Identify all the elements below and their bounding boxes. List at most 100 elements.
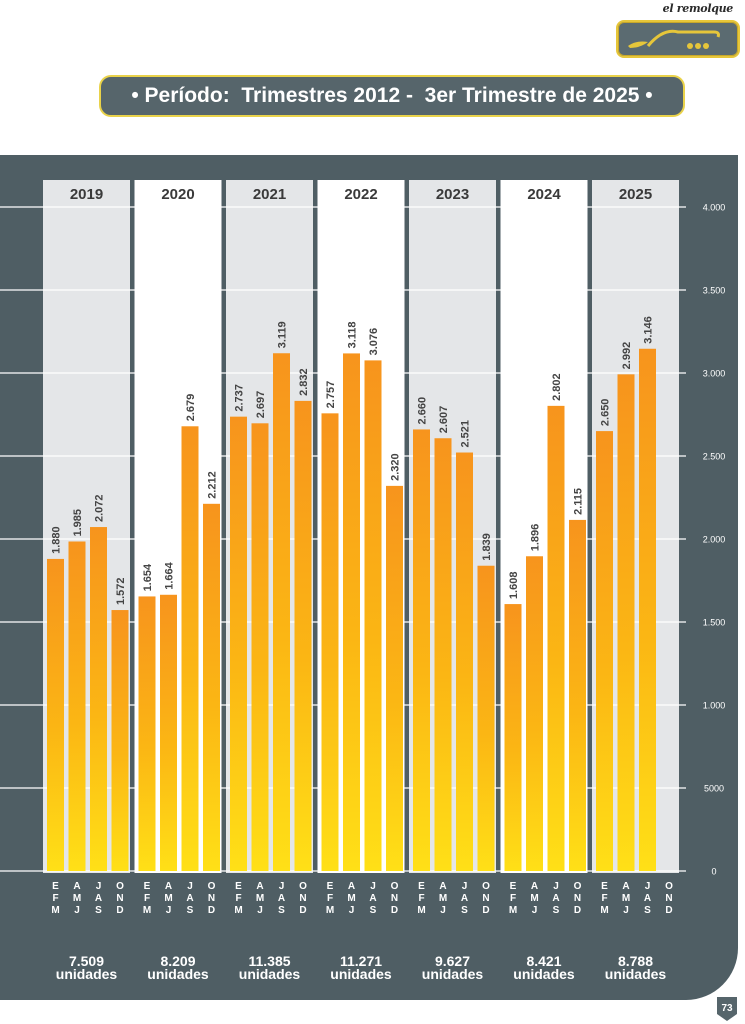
quarter-label: A: [256, 881, 263, 892]
bar-value-label: 1.572: [115, 578, 127, 606]
year-total-value: 7.509: [69, 953, 104, 969]
bar: [294, 400, 312, 871]
quarter-label: J: [440, 905, 446, 916]
bar-value-label: 2.115: [573, 488, 585, 515]
quarter-label: E: [235, 881, 242, 892]
bar: [321, 413, 339, 871]
quarter-label: A: [622, 881, 629, 892]
quarter-label: F: [601, 893, 607, 904]
quarter-label: A: [278, 893, 285, 904]
bar: [504, 604, 522, 871]
year-label: 2020: [161, 186, 194, 203]
bar-value-label: 3.146: [643, 316, 655, 344]
quarter-label: E: [52, 881, 59, 892]
quarter-label: F: [235, 893, 241, 904]
bar: [596, 431, 613, 871]
bar: [526, 556, 543, 871]
bar: [47, 558, 64, 871]
bar-value-label: 2.737: [234, 384, 246, 412]
page-number: 73: [721, 1003, 733, 1014]
y-tick-label: 3.000: [703, 369, 726, 379]
quarter-label: E: [418, 881, 425, 892]
bar: [434, 438, 452, 871]
quarter-label: M: [347, 893, 355, 904]
bar: [68, 541, 86, 871]
bar-value-label: 3.076: [368, 328, 380, 356]
year-total-unit: unidades: [147, 966, 209, 982]
y-tick-label: 1.000: [703, 701, 726, 711]
year-total-value: 8.209: [160, 953, 195, 969]
bar: [181, 426, 199, 871]
quarter-label: M: [622, 893, 630, 904]
quarter-label: D: [299, 905, 306, 916]
quarter-label: J: [257, 905, 263, 916]
quarter-label: A: [439, 881, 446, 892]
bar-value-label: 2.607: [438, 406, 450, 434]
quarter-label: A: [531, 881, 538, 892]
quarter-label: S: [187, 905, 194, 916]
page-number-badge: 73: [717, 997, 737, 1021]
quarter-label: D: [482, 905, 489, 916]
quarter-label: S: [278, 905, 285, 916]
quarter-label: J: [623, 905, 629, 916]
bar: [90, 527, 107, 871]
quarter-label: D: [665, 905, 672, 916]
bar-value-label: 1.654: [142, 563, 154, 591]
quarter-label: M: [234, 905, 242, 916]
quarter-label: A: [552, 893, 559, 904]
year-total-unit: unidades: [513, 966, 575, 982]
quarter-label: J: [349, 905, 355, 916]
quarter-label: S: [644, 905, 651, 916]
quarter-label: F: [510, 893, 516, 904]
quarter-label: E: [510, 881, 517, 892]
quarter-label: J: [645, 881, 651, 892]
quarter-label: A: [73, 881, 80, 892]
bar-value-label: 2.212: [207, 471, 219, 499]
quarter-label: M: [164, 893, 172, 904]
year-total-unit: unidades: [605, 966, 667, 982]
quarter-label: S: [553, 905, 560, 916]
bar-value-label: 1.608: [508, 572, 520, 600]
bar: [617, 374, 635, 871]
quarter-label: E: [327, 881, 334, 892]
bar-value-label: 2.650: [600, 399, 612, 427]
year-label: 2021: [253, 186, 286, 203]
year-total-unit: unidades: [422, 966, 484, 982]
year-label: 2022: [344, 186, 377, 203]
bar: [639, 348, 656, 871]
year-total-unit: unidades: [56, 966, 118, 982]
bar-value-label: 2.521: [460, 420, 472, 448]
quarter-label: D: [574, 905, 581, 916]
year-total-value: 8.788: [618, 953, 653, 969]
bar: [138, 596, 156, 871]
year-total-unit: unidades: [239, 966, 301, 982]
bar-value-label: 3.119: [277, 321, 289, 348]
y-tick-label: 4.000: [703, 203, 726, 213]
quarter-label: M: [509, 905, 517, 916]
quarter-label: F: [52, 893, 58, 904]
bar-value-label: 1.664: [164, 561, 176, 589]
quarter-label: M: [326, 905, 334, 916]
quarter-label: D: [391, 905, 398, 916]
quarter-label: M: [530, 893, 538, 904]
quarter-label: A: [369, 893, 376, 904]
bar-value-label: 2.697: [255, 391, 267, 419]
quarter-label: N: [482, 893, 489, 904]
bar: [111, 610, 129, 871]
quarter-label: O: [208, 881, 216, 892]
period-title-banner: • Período: Trimestres 2012 - 3er Trimest…: [99, 75, 685, 117]
bar: [569, 519, 586, 871]
y-tick-label: 1.500: [703, 618, 726, 628]
quarter-label: M: [256, 893, 264, 904]
quarter-label: F: [418, 893, 424, 904]
y-tick-label: 5000: [704, 784, 724, 794]
quarter-label: M: [143, 905, 151, 916]
quarter-label: J: [187, 881, 193, 892]
y-tick-label: 2.500: [703, 452, 726, 462]
quarter-label: N: [299, 893, 306, 904]
quarter-label: A: [95, 893, 102, 904]
quarter-label: E: [601, 881, 608, 892]
bar-value-label: 2.992: [621, 342, 633, 370]
bar-value-label: 2.757: [325, 381, 337, 409]
year-total-value: 11.385: [248, 953, 290, 969]
